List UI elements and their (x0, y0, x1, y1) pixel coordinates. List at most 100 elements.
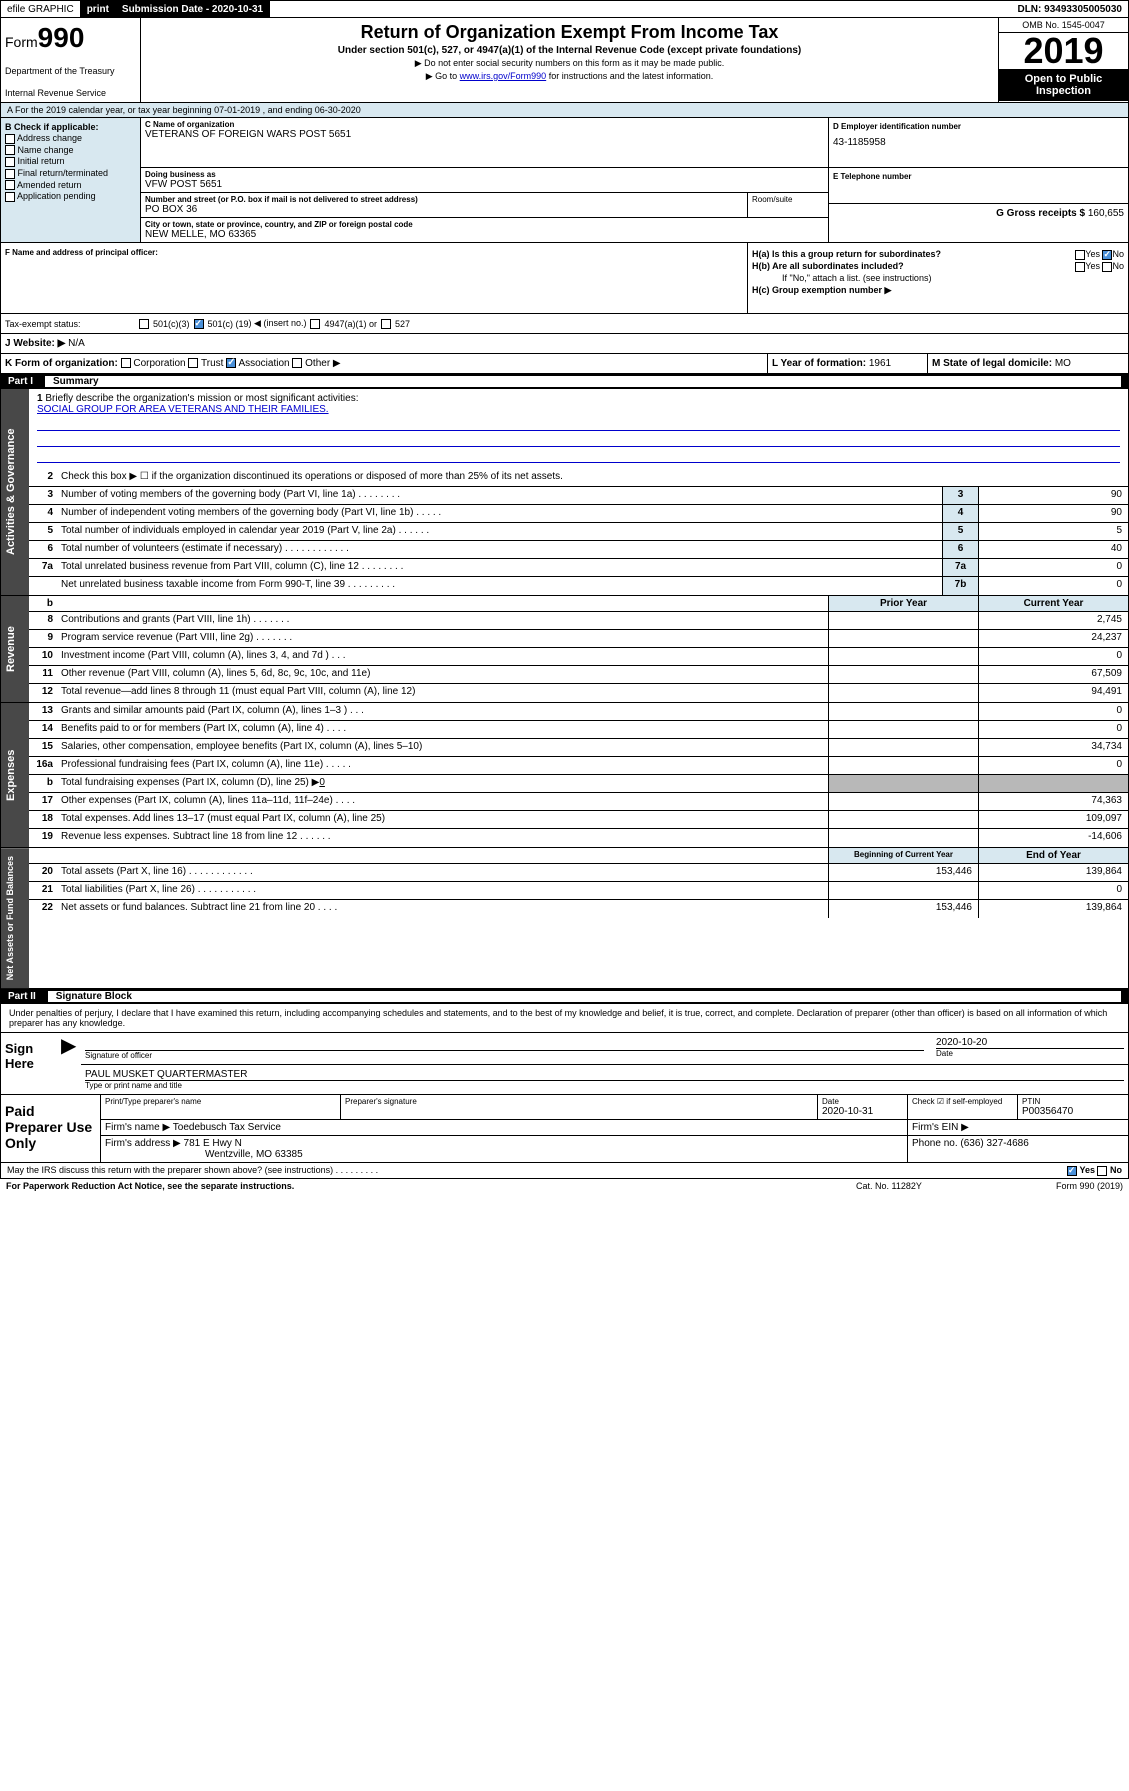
cb-ha-yes[interactable] (1075, 250, 1085, 260)
dln: DLN: 93493305005030 (1011, 1, 1128, 17)
mission-text: SOCIAL GROUP FOR AREA VETERANS AND THEIR… (37, 404, 1120, 415)
form-title: Return of Organization Exempt From Incom… (145, 22, 994, 43)
cb-527[interactable] (381, 319, 391, 329)
501c-number: 19 (239, 319, 249, 329)
val-19: -14,606 (978, 829, 1128, 847)
cb-501c3[interactable] (139, 319, 149, 329)
cb-other[interactable] (292, 358, 302, 368)
form-subtitle: Under section 501(c), 527, or 4947(a)(1)… (145, 45, 994, 56)
row-fh: F Name and address of principal officer:… (0, 243, 1129, 314)
cb-ha-no[interactable] (1102, 250, 1112, 260)
form-header: Form990 Department of the Treasury Inter… (0, 18, 1129, 103)
cb-association[interactable] (226, 358, 236, 368)
val-16a: 0 (978, 757, 1128, 774)
efile-label: efile GRAPHIC (1, 1, 81, 17)
print-button[interactable]: print (81, 1, 116, 17)
val-20-begin: 153,446 (828, 864, 978, 881)
prep-date: 2020-10-31 (822, 1106, 903, 1117)
val-5: 5 (978, 523, 1128, 540)
section-revenue: Revenue b Prior Year Current Year 8Contr… (0, 596, 1129, 703)
val-3: 90 (978, 487, 1128, 504)
dba-name: VFW POST 5651 (145, 179, 824, 190)
submission-date: Submission Date - 2020-10-31 (116, 1, 270, 17)
room-suite-label: Room/suite (748, 193, 828, 217)
section-governance: Activities & Governance 1 Briefly descri… (0, 389, 1129, 596)
irs-link[interactable]: www.irs.gov/Form990 (460, 71, 547, 81)
row-k: K Form of organization: Corporation Trus… (0, 354, 1129, 374)
cb-corporation[interactable] (121, 358, 131, 368)
val-21-end: 0 (978, 882, 1128, 899)
end-year-hdr: End of Year (978, 848, 1128, 863)
side-label-revenue: Revenue (1, 596, 29, 702)
cb-application-pending[interactable] (5, 192, 15, 202)
val-20-end: 139,864 (978, 864, 1128, 881)
org-name-label: C Name of organization (145, 120, 824, 129)
sign-here-label: Sign Here (1, 1033, 61, 1094)
irs: Internal Revenue Service (5, 88, 136, 98)
ptin-value: P00356470 (1022, 1106, 1124, 1117)
begin-year-hdr: Beginning of Current Year (828, 848, 978, 863)
declaration-text: Under penalties of perjury, I declare th… (1, 1004, 1128, 1032)
val-21-begin (828, 882, 978, 899)
cb-501c[interactable] (194, 319, 204, 329)
phone-label: E Telephone number (833, 172, 1124, 181)
paid-preparer-section: Paid Preparer Use Only Print/Type prepar… (0, 1095, 1129, 1163)
dept: Department of the Treasury (5, 66, 136, 76)
cb-hb-yes[interactable] (1075, 262, 1085, 272)
cb-discuss-no[interactable] (1097, 1166, 1107, 1176)
cb-final-return[interactable] (5, 169, 15, 179)
val-8: 2,745 (978, 612, 1128, 629)
prior-year-hdr: Prior Year (828, 596, 978, 611)
cb-amended[interactable] (5, 180, 15, 190)
tax-year: 2019 (999, 33, 1128, 69)
dba-label: Doing business as (145, 170, 824, 179)
side-label-net-assets: Net Assets or Fund Balances (1, 848, 29, 988)
city-state-zip: NEW MELLE, MO 63365 (145, 229, 824, 240)
instruction-2: ▶ Go to www.irs.gov/Form990 for instruct… (145, 71, 994, 82)
state-domicile: MO (1055, 358, 1071, 369)
cb-trust[interactable] (188, 358, 198, 368)
val-7a: 0 (978, 559, 1128, 576)
form-footer: Form 990 (2019) (1056, 1181, 1123, 1191)
cb-address-change[interactable] (5, 134, 15, 144)
hc-label: H(c) Group exemption number ▶ (752, 285, 891, 295)
form-number: Form990 (5, 22, 136, 54)
val-6: 40 (978, 541, 1128, 558)
val-7b: 0 (978, 577, 1128, 595)
val-11: 67,509 (978, 666, 1128, 683)
footer-line: For Paperwork Reduction Act Notice, see … (0, 1179, 1129, 1193)
val-10: 0 (978, 648, 1128, 665)
street-address: PO BOX 36 (145, 204, 743, 215)
org-name: VETERANS OF FOREIGN WARS POST 5651 (145, 129, 824, 140)
city-label: City or town, state or province, country… (145, 220, 824, 229)
val-18: 109,097 (978, 811, 1128, 828)
val-14: 0 (978, 721, 1128, 738)
side-label-governance: Activities & Governance (1, 389, 29, 595)
cb-initial-return[interactable] (5, 157, 15, 167)
hb-note: If "No," attach a list. (see instruction… (752, 273, 1124, 283)
val-12: 94,491 (978, 684, 1128, 702)
open-public: Open to Public Inspection (999, 69, 1128, 101)
side-label-expenses: Expenses (1, 703, 29, 847)
tax-status-row: Tax-exempt status: 501(c)(3) 501(c) (19)… (0, 314, 1129, 334)
row-j-website: J Website: ▶ N/A (0, 334, 1129, 354)
current-year-hdr: Current Year (978, 596, 1128, 611)
self-employed-check: Check ☑ if self-employed (908, 1095, 1018, 1119)
paid-preparer-label: Paid Preparer Use Only (1, 1095, 101, 1162)
officer-name: PAUL MUSKET QUARTERMASTER (85, 1069, 1124, 1081)
sig-date: 2020-10-20 (936, 1037, 1124, 1049)
top-bar: efile GRAPHIC print Submission Date - 20… (0, 0, 1129, 18)
cb-hb-no[interactable] (1102, 262, 1112, 272)
section-expenses: Expenses 13Grants and similar amounts pa… (0, 703, 1129, 848)
year-formation: 1961 (869, 358, 891, 369)
cb-name-change[interactable] (5, 145, 15, 155)
receipts-value: 160,655 (1088, 208, 1124, 219)
firm-addr1: 781 E Hwy N (184, 1138, 242, 1149)
val-13: 0 (978, 703, 1128, 720)
cb-4947[interactable] (310, 319, 320, 329)
section-net-assets: Net Assets or Fund Balances Beginning of… (0, 848, 1129, 989)
receipts-label: G Gross receipts $ (996, 208, 1085, 219)
val-22-begin: 153,446 (828, 900, 978, 918)
cb-discuss-yes[interactable] (1067, 1166, 1077, 1176)
firm-phone: (636) 327-4686 (960, 1138, 1028, 1149)
